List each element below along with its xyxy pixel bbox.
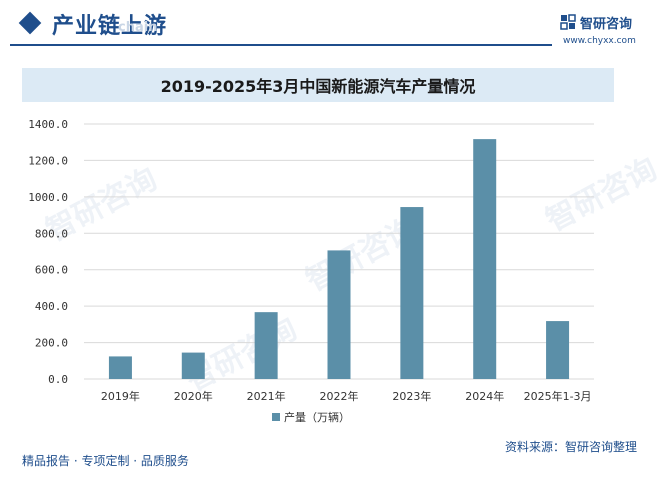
bar — [327, 250, 351, 379]
bar — [473, 139, 497, 379]
header-divider — [10, 44, 552, 46]
brand-name: 智研咨询 — [580, 16, 633, 32]
y-tick-label: 1400.0 — [28, 118, 68, 131]
legend-label: 产量（万辆） — [284, 410, 350, 424]
brand-url: www.chyxx.com — [563, 36, 636, 46]
section-header: 产业链上游 chain 智研咨询 www.chyxx.com — [0, 0, 658, 52]
x-tick-label: 2022年 — [320, 389, 359, 403]
y-tick-label: 600.0 — [35, 264, 68, 277]
y-tick-label: 400.0 — [35, 300, 68, 313]
chart-title-bar: 2019-2025年3月中国新能源汽车产量情况 — [22, 68, 614, 102]
x-tick-label: 2019年 — [101, 389, 140, 403]
legend-swatch — [272, 413, 280, 421]
brand: 智研咨询 — [560, 12, 632, 32]
y-tick-label: 1200.0 — [28, 154, 68, 167]
y-tick-label: 0.0 — [48, 373, 68, 386]
bar — [400, 207, 424, 379]
chart-title: 2019-2025年3月中国新能源汽车产量情况 — [160, 77, 476, 96]
brand-logo-icon — [560, 14, 576, 30]
footer-tagline: 精品报告 · 专项定制 · 品质服务 — [22, 454, 189, 468]
bar — [546, 321, 570, 379]
section-title: 产业链上游 — [52, 14, 168, 39]
x-tick-label: 2021年 — [247, 389, 286, 403]
x-tick-label: 2024年 — [465, 389, 504, 403]
section-subtitle: chain — [118, 20, 158, 35]
bar — [254, 312, 278, 379]
x-tick-label: 2025年1-3月 — [524, 389, 592, 403]
x-tick-label: 2023年 — [392, 389, 431, 403]
y-tick-label: 200.0 — [35, 337, 68, 350]
y-tick-label: 1000.0 — [28, 191, 68, 204]
bar — [181, 352, 205, 379]
x-tick-label: 2020年 — [174, 389, 213, 403]
bar — [108, 356, 132, 379]
y-tick-label: 800.0 — [35, 227, 68, 240]
source-note: 资料来源：智研咨询整理 — [505, 440, 638, 454]
